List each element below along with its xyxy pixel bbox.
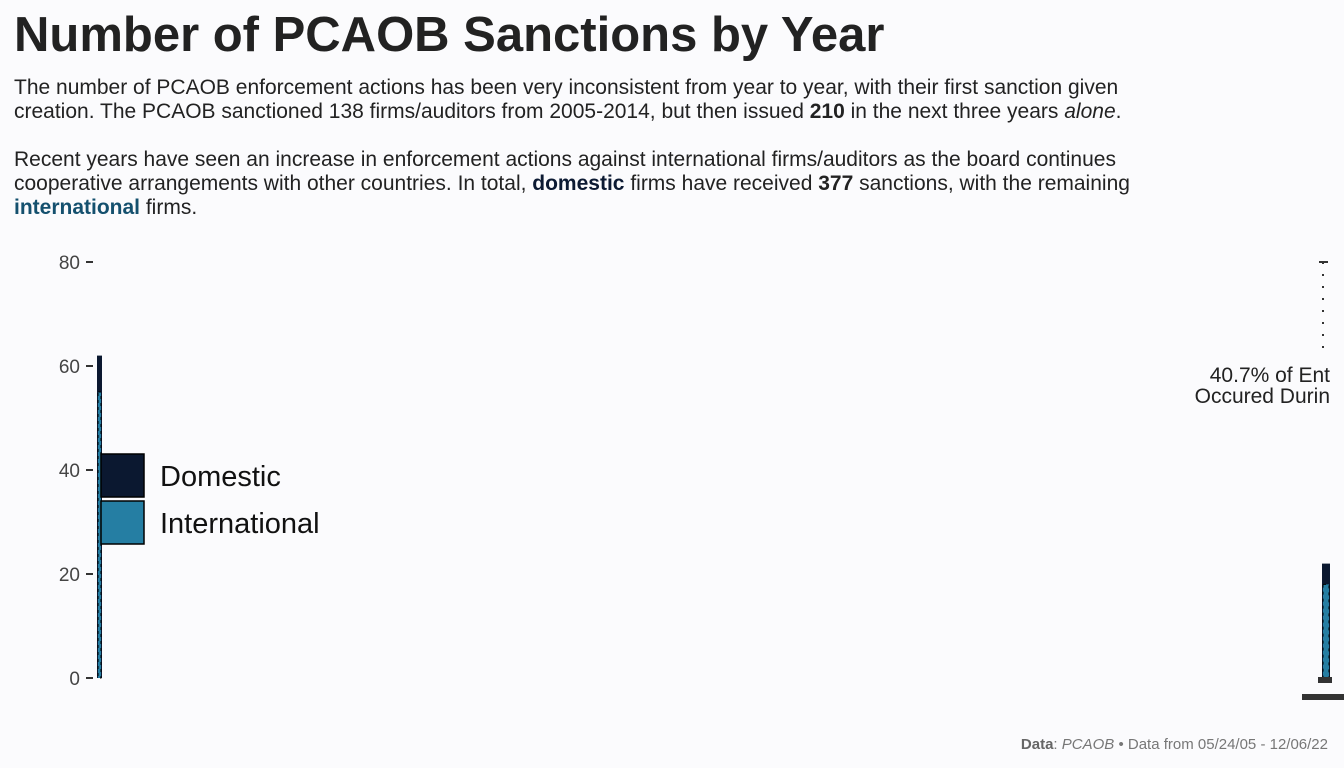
subtitle-text: Recent years have seen an increase in en… (14, 148, 1116, 171)
annotation: 40.7% of Ent Occured Durin (1195, 261, 1330, 408)
subtitle-text: in the next three years (844, 100, 1065, 123)
bar-group-right (1322, 563, 1330, 679)
y-tick-label: 80 (59, 253, 80, 274)
subtitle-text: firms. (140, 196, 198, 219)
bar-international (97, 391, 102, 679)
y-tick-label: 60 (59, 357, 80, 378)
subtitle-highlight-number: 210 (809, 100, 845, 123)
y-tick-label: 40 (59, 461, 80, 482)
caption-source: PCAOB (1061, 736, 1115, 753)
legend-swatch-domestic (100, 453, 145, 498)
chart-caption: Data: PCAOB • Data from 05/24/05 - 12/06… (1021, 736, 1328, 753)
subtitle-text: sanctions, with the remaining (853, 172, 1130, 195)
x-axis-tick-mark (1318, 677, 1332, 683)
subtitle-text: . (1115, 100, 1122, 123)
legend-swatch-international (100, 500, 145, 545)
subtitle-text: The number of PCAOB enforcement actions … (14, 76, 1119, 99)
subtitle-emphasis: alone (1064, 100, 1116, 123)
subtitle-paragraph-2: Recent years have seen an increase in en… (14, 148, 1344, 220)
legend: Domestic International (100, 453, 320, 545)
subtitle-highlight-number: 377 (818, 172, 854, 195)
subtitle-text: cooperative arrangements with other coun… (14, 172, 533, 195)
x-axis-remnant (1302, 677, 1344, 700)
subtitle-domestic-highlight: domestic (532, 172, 625, 195)
legend-label-international: International (160, 508, 320, 540)
subtitle-text: firms have received (624, 172, 819, 195)
annotation-line-2: Occured Durin (1195, 385, 1330, 408)
caption-data-label: Data (1020, 736, 1054, 753)
chart-subtitle: The number of PCAOB enforcement actions … (14, 76, 1344, 244)
bar-group-left (97, 355, 102, 679)
caption-separator: : (1053, 736, 1062, 753)
y-axis: 0 20 40 60 80 (59, 253, 93, 690)
x-axis-label-fragment (1302, 694, 1344, 700)
bar-international (1322, 583, 1330, 679)
subtitle-paragraph-1: The number of PCAOB enforcement actions … (14, 76, 1344, 124)
chart-title: Number of PCAOB Sanctions by Year (14, 8, 885, 62)
y-tick-label: 20 (59, 565, 80, 586)
annotation-line-1: 40.7% of Ent (1210, 364, 1330, 387)
y-tick-label: 0 (69, 669, 80, 690)
legend-label-domestic: Domestic (160, 461, 281, 493)
caption-date-range: • Data from 05/24/05 - 12/06/22 (1114, 736, 1328, 753)
subtitle-international-highlight: international (14, 196, 141, 219)
subtitle-text: creation. The PCAOB sanctioned 138 firms… (14, 100, 810, 123)
